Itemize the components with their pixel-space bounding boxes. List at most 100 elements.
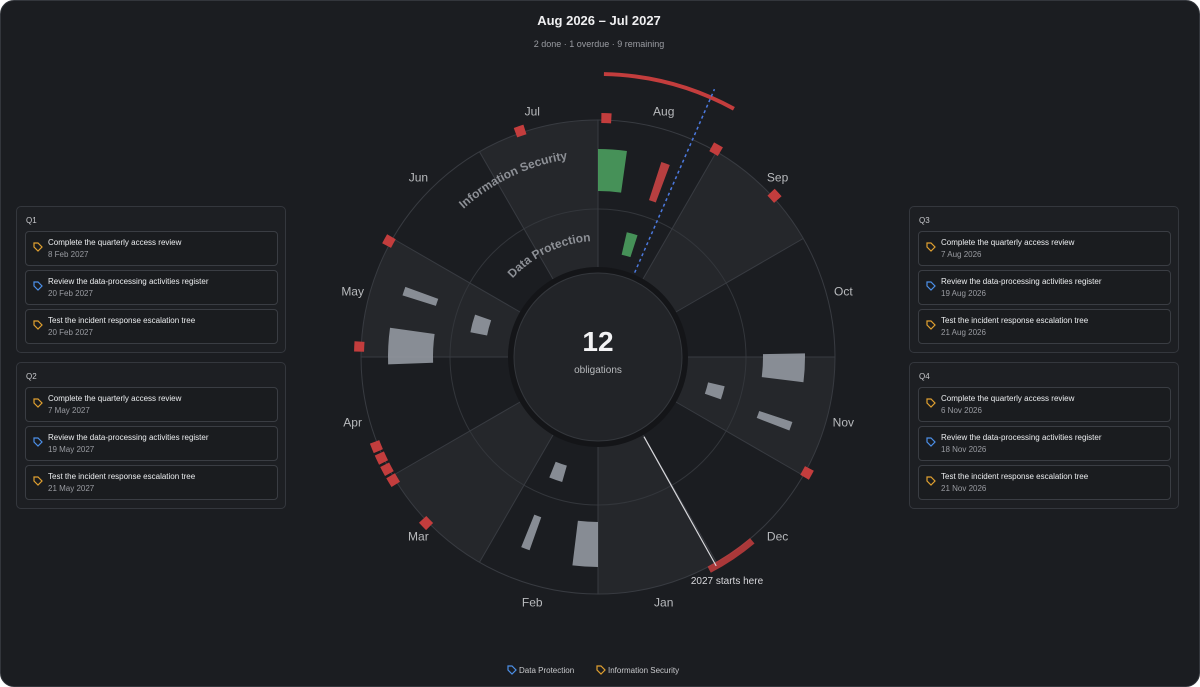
item-date: 18 Nov 2026 [941, 445, 987, 454]
month-label: Nov [833, 416, 854, 430]
obligation-item[interactable]: Test the incident response escalation tr… [25, 309, 278, 344]
item-title: Complete the quarterly access review [48, 394, 182, 403]
obligation-item[interactable]: Review the data-processing activities re… [25, 270, 278, 305]
month-label: Jan [654, 595, 673, 609]
item-title: Complete the quarterly access review [941, 394, 1075, 403]
tag-icon [33, 398, 43, 408]
overdue-tick [386, 473, 400, 488]
task-block [756, 410, 793, 431]
legend-item[interactable]: Information Security [596, 665, 680, 675]
quarter-title: Q4 [919, 372, 930, 381]
overdue-tick [767, 188, 782, 203]
task-block [572, 520, 598, 567]
tag-icon [926, 281, 936, 291]
month-label: May [341, 284, 364, 298]
spoke [675, 238, 804, 313]
task-block [470, 314, 492, 336]
spoke [479, 151, 554, 280]
sector [361, 357, 521, 476]
spoke [642, 151, 717, 280]
month-label: Feb [522, 595, 543, 609]
overdue-tick [374, 451, 389, 465]
task-block [402, 286, 439, 306]
sector [675, 238, 835, 357]
item-date: 19 May 2027 [48, 445, 95, 454]
item-title: Complete the quarterly access review [941, 238, 1075, 247]
title: Aug 2026 – Jul 2027 [537, 13, 661, 28]
task-block [648, 162, 670, 203]
tag-icon [926, 242, 936, 252]
item-title: Complete the quarterly access review [48, 238, 182, 247]
subtitle: 2 done · 1 overdue · 9 remaining [533, 39, 665, 49]
sector [643, 151, 804, 312]
task-block [704, 382, 725, 400]
obligation-item[interactable]: Complete the quarterly access review 7 Au… [918, 231, 1171, 266]
year-line [643, 436, 717, 567]
obligation-item[interactable]: Complete the quarterly access review 8 Fe… [25, 231, 278, 266]
overdue-tick [513, 124, 527, 138]
tag-icon [926, 476, 936, 486]
sector [392, 151, 553, 312]
quarter-panel: Q1 Complete the quarterly access review 8 … [16, 206, 286, 353]
month-label: Mar [408, 530, 429, 544]
month-label: Sep [767, 170, 789, 184]
hub-inner [513, 272, 683, 442]
item-date: 20 Feb 2027 [48, 289, 93, 298]
obligation-item[interactable]: Complete the quarterly access review 6 No… [918, 387, 1171, 422]
overdue-tick [380, 462, 394, 477]
quarter-panel: Q4 Complete the quarterly access review 6 … [909, 362, 1179, 509]
item-date: 21 May 2027 [48, 484, 95, 493]
overdue-tick [601, 113, 612, 124]
quarter-title: Q2 [26, 372, 37, 381]
dec-arc [707, 538, 755, 573]
item-date: 7 Aug 2026 [941, 250, 982, 259]
today-arc [603, 72, 735, 111]
overdue-tick [382, 234, 396, 248]
quarter-panel: Q2 Complete the quarterly access review 7 … [16, 362, 286, 509]
quarter-title: Q3 [919, 216, 930, 225]
item-date: 19 Aug 2026 [941, 289, 986, 298]
spoke [392, 238, 521, 313]
month-label: Aug [653, 105, 674, 119]
item-title: Test the incident response escalation tr… [941, 316, 1089, 325]
month-label: Jun [409, 170, 428, 184]
obligation-item[interactable]: Test the incident response escalation tr… [25, 465, 278, 500]
legend-label: Information Security [608, 666, 680, 675]
item-date: 8 Feb 2027 [48, 250, 89, 259]
month-label: Apr [343, 416, 362, 430]
obligation-item[interactable]: Review the data-processing activities re… [918, 426, 1171, 461]
legend-item[interactable]: Data Protection [507, 665, 575, 675]
obligation-item[interactable]: Complete the quarterly access review 7 Ma… [25, 387, 278, 422]
task-block [761, 353, 805, 383]
overdue-tick [369, 440, 383, 454]
overdue-tick [354, 341, 365, 352]
item-date: 7 May 2027 [48, 406, 90, 415]
item-title: Review the data-processing activities re… [941, 277, 1102, 286]
item-title: Test the incident response escalation tr… [941, 472, 1089, 481]
legend-label: Data Protection [519, 666, 575, 675]
overdue-tick [418, 515, 434, 531]
spoke [392, 401, 521, 476]
task-block [621, 232, 638, 258]
obligation-item[interactable]: Test the incident response escalation tr… [918, 309, 1171, 344]
item-title: Test the incident response escalation tr… [48, 472, 196, 481]
sector [643, 402, 804, 563]
annotation: 2027 starts here [691, 576, 764, 587]
tag-icon [33, 476, 43, 486]
task-block [598, 149, 627, 193]
task-block [549, 461, 567, 482]
tag-icon [926, 398, 936, 408]
month-label: Dec [767, 530, 788, 544]
obligation-item[interactable]: Review the data-processing activities re… [918, 270, 1171, 305]
item-title: Review the data-processing activities re… [48, 433, 209, 442]
quarter-panel: Q3 Complete the quarterly access review 7 … [909, 206, 1179, 353]
task-block [388, 327, 435, 365]
item-date: 21 Nov 2026 [941, 484, 987, 493]
obligation-item[interactable]: Review the data-processing activities re… [25, 426, 278, 461]
obligation-item[interactable]: Test the incident response escalation tr… [918, 465, 1171, 500]
item-title: Review the data-processing activities re… [48, 277, 209, 286]
spoke [675, 401, 804, 476]
center-label: obligations [574, 365, 622, 376]
tag-icon [926, 437, 936, 447]
